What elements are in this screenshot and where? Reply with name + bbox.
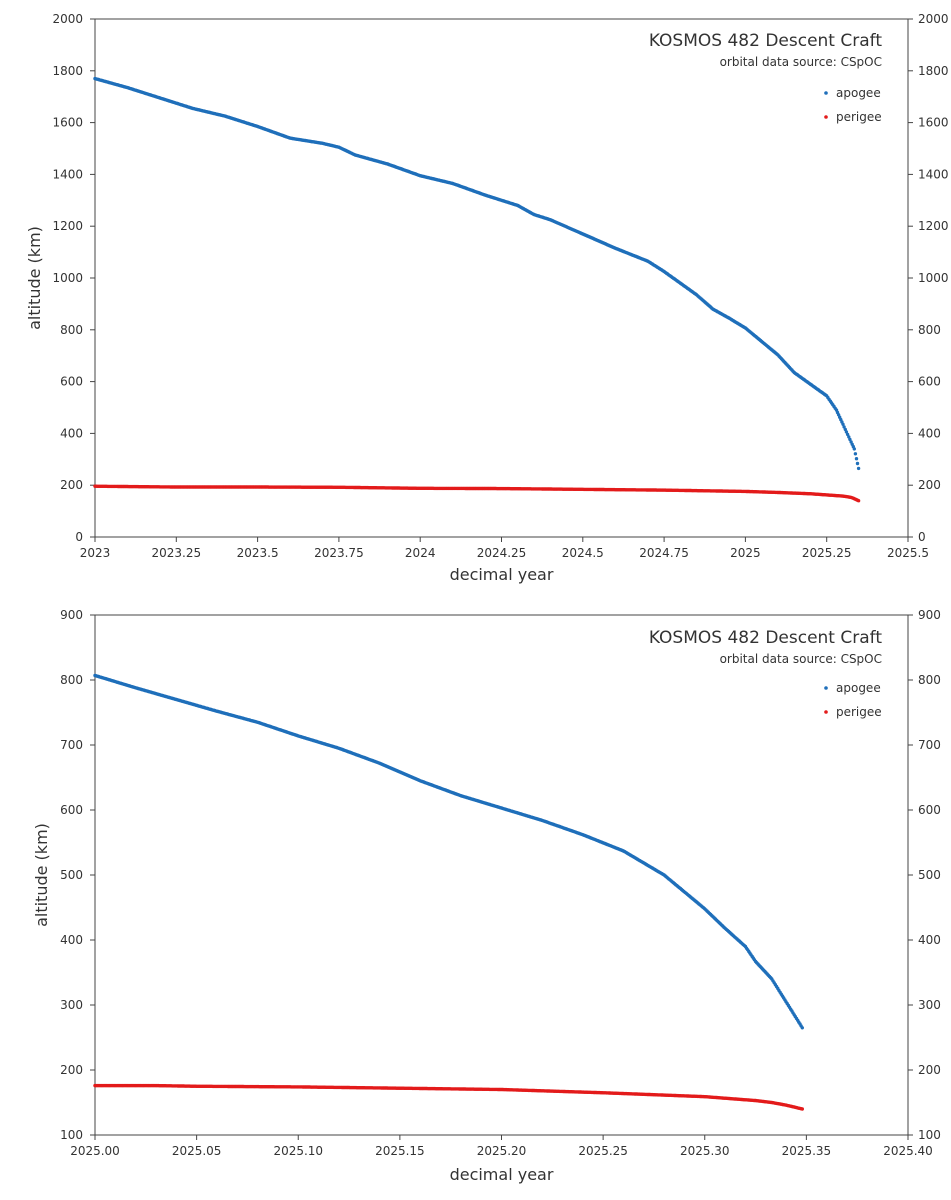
chart1-apogee-point bbox=[852, 447, 856, 451]
chart1-x-tick-label: 2025.25 bbox=[802, 546, 852, 560]
chart1-y-tick-label: 400 bbox=[60, 426, 83, 440]
chart1-apogee-point bbox=[853, 452, 858, 456]
chart1-x-tick-label: 2023 bbox=[80, 546, 111, 560]
chart2-y-tick-label: 100 bbox=[60, 1128, 83, 1142]
chart2-x-axis-title: decimal year bbox=[450, 1165, 554, 1184]
chart1-y-tick-label-right: 400 bbox=[918, 426, 941, 440]
chart1-y-tick-label: 800 bbox=[60, 323, 83, 337]
chart1-y-tick-label-right: 0 bbox=[918, 530, 926, 544]
chart1-x-axis-title: decimal year bbox=[450, 565, 554, 584]
chart1-y-tick-label-right: 1200 bbox=[918, 219, 949, 233]
chart1-x-tick-label: 2025.5 bbox=[887, 546, 929, 560]
chart1-y-tick-label: 200 bbox=[60, 478, 83, 492]
chart2-x-tick-label: 2025.30 bbox=[680, 1144, 730, 1158]
chart2-y-tick-label: 700 bbox=[60, 738, 83, 752]
chart1-apogee-point bbox=[855, 461, 860, 466]
chart2-x-tick-label: 2025.15 bbox=[375, 1144, 425, 1158]
chart2-y-tick-label: 200 bbox=[60, 1063, 83, 1077]
chart1-y-tick-label: 0 bbox=[75, 530, 83, 544]
chart2-title: KOSMOS 482 Descent Craft bbox=[649, 628, 883, 648]
chart1-y-tick-label: 1200 bbox=[52, 219, 83, 233]
chart2-y-tick-label: 800 bbox=[60, 673, 83, 687]
chart2-x-tick-label: 2025.00 bbox=[70, 1144, 120, 1158]
chart1-x-tick-label: 2024.75 bbox=[639, 546, 689, 560]
chart1-apogee-point bbox=[854, 457, 859, 461]
chart1-y-tick-label-right: 200 bbox=[918, 478, 941, 492]
chart2-y-tick-label-right: 500 bbox=[918, 868, 941, 882]
chart1-y-tick-label: 2000 bbox=[52, 12, 83, 26]
chart1-subtitle: orbital data source: CSpOC bbox=[720, 55, 882, 69]
chart1-y-tick-label: 600 bbox=[60, 375, 83, 389]
chart2-subtitle: orbital data source: CSpOC bbox=[720, 652, 882, 666]
chart2-y-tick-label-right: 300 bbox=[918, 998, 941, 1012]
chart1-plot-frame bbox=[94, 18, 909, 538]
chart1-y-tick-label: 1600 bbox=[52, 116, 83, 130]
chart1-y-tick-label-right: 1000 bbox=[918, 271, 949, 285]
chart2-y-tick-label: 600 bbox=[60, 803, 83, 817]
chart2-series-perigee bbox=[93, 1083, 804, 1111]
chart2-perigee-point bbox=[800, 1107, 804, 1111]
chart1-x-tick-label: 2024 bbox=[405, 546, 436, 560]
chart2-legend-label-apogee: apogee bbox=[836, 681, 881, 695]
chart1-x-tick-label: 2024.25 bbox=[477, 546, 527, 560]
chart1-y-tick-label: 1800 bbox=[52, 64, 83, 78]
chart1-y-tick-label: 1400 bbox=[52, 167, 83, 181]
chart1-x-tick-label: 2025 bbox=[730, 546, 761, 560]
chart2-y-tick-label-right: 900 bbox=[918, 608, 941, 622]
chart1-y-tick-label-right: 1600 bbox=[918, 116, 949, 130]
chart1-y-tick-label: 1000 bbox=[52, 271, 83, 285]
chart1-y-tick-label-right: 1400 bbox=[918, 167, 949, 181]
chart2-x-tick-label: 2025.10 bbox=[273, 1144, 323, 1158]
chart2-x-tick-label: 2025.20 bbox=[477, 1144, 527, 1158]
chart2-legend-marker-perigee bbox=[824, 710, 828, 714]
chart2-y-tick-label-right: 400 bbox=[918, 933, 941, 947]
chart2-series-apogee bbox=[93, 673, 804, 1030]
chart1-series-perigee bbox=[93, 484, 861, 503]
chart2-y-tick-label-right: 700 bbox=[918, 738, 941, 752]
chart1-x-tick-label: 2024.5 bbox=[562, 546, 604, 560]
chart2-x-tick-label: 2025.25 bbox=[578, 1144, 628, 1158]
chart2-y-tick-label-right: 100 bbox=[918, 1128, 941, 1142]
chart1-x-tick-label: 2023.75 bbox=[314, 546, 364, 560]
chart1-apogee-point bbox=[841, 422, 845, 426]
chart2-plot-frame bbox=[94, 614, 909, 1136]
chart1-series-apogee bbox=[93, 76, 861, 471]
chart1-legend-marker-apogee bbox=[824, 91, 828, 95]
chart1-x-tick-label: 2023.25 bbox=[151, 546, 201, 560]
chart2-y-tick-label-right: 600 bbox=[918, 803, 941, 817]
chart2-y-axis-title: altitude (km) bbox=[32, 823, 51, 927]
chart1-legend-marker-perigee bbox=[824, 115, 828, 119]
chart2-x-tick-label: 2025.40 bbox=[883, 1144, 933, 1158]
chart2-x-tick-label: 2025.35 bbox=[782, 1144, 832, 1158]
chart1-y-tick-label-right: 2000 bbox=[918, 12, 949, 26]
chart2-y-tick-label: 500 bbox=[60, 868, 83, 882]
chart2-y-tick-label: 300 bbox=[60, 998, 83, 1012]
chart2-legend-label-perigee: perigee bbox=[836, 705, 882, 719]
chart1-y-tick-label-right: 800 bbox=[918, 323, 941, 337]
chart2-legend-marker-apogee bbox=[824, 686, 828, 690]
chart2-y-tick-label-right: 200 bbox=[918, 1063, 941, 1077]
chart1-apogee-point bbox=[856, 466, 861, 471]
chart1-perigee-point bbox=[856, 499, 861, 503]
chart1-y-tick-label-right: 1800 bbox=[918, 64, 949, 78]
chart2-y-tick-label-right: 800 bbox=[918, 673, 941, 687]
chart1-x-tick-label: 2023.5 bbox=[237, 546, 279, 560]
chart1-legend-label-apogee: apogee bbox=[836, 86, 881, 100]
chart2-y-tick-label: 900 bbox=[60, 608, 83, 622]
chart1-legend-label-perigee: perigee bbox=[836, 110, 882, 124]
chart1-title: KOSMOS 482 Descent Craft bbox=[649, 31, 883, 51]
chart2-y-tick-label: 400 bbox=[60, 933, 83, 947]
chart1-y-tick-label-right: 600 bbox=[918, 375, 941, 389]
chart1-y-axis-title: altitude (km) bbox=[25, 226, 44, 330]
chart2-x-tick-label: 2025.05 bbox=[172, 1144, 222, 1158]
chart2-apogee-point bbox=[800, 1026, 804, 1030]
